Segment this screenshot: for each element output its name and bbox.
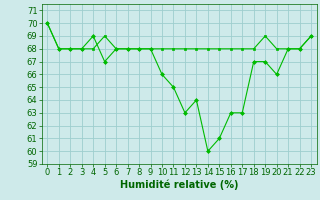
X-axis label: Humidité relative (%): Humidité relative (%) — [120, 180, 238, 190]
